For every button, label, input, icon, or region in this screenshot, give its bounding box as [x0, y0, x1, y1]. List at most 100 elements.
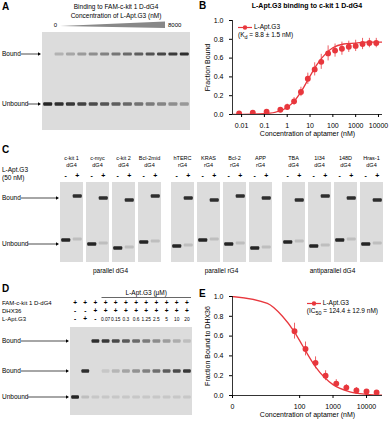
svg-text:TBA: TBA — [288, 155, 299, 161]
svg-text:10: 10 — [306, 122, 314, 129]
svg-text:+: + — [175, 307, 179, 314]
svg-text:20: 20 — [184, 317, 190, 322]
svg-text:0.07: 0.07 — [101, 317, 111, 322]
svg-text:-: - — [117, 172, 120, 179]
svg-text:Bound: Bound — [2, 194, 21, 201]
svg-text:dG4: dG4 — [66, 162, 76, 168]
svg-text:1I34: 1I34 — [314, 155, 325, 161]
svg-text:+: + — [375, 172, 379, 179]
svg-text:KRAS: KRAS — [201, 155, 216, 161]
svg-text:+: + — [165, 299, 169, 306]
svg-text:Bcl-2: Bcl-2 — [228, 155, 241, 161]
svg-text:L-Apt.G3: L-Apt.G3 — [2, 166, 28, 174]
svg-text:-: - — [202, 172, 205, 179]
svg-text:0.4: 0.4 — [214, 352, 224, 359]
svg-text:0.6: 0.6 — [214, 54, 224, 61]
svg-text:100: 100 — [294, 403, 306, 410]
svg-text:D: D — [2, 283, 9, 294]
svg-text:dG4: dG4 — [366, 162, 376, 168]
svg-text:-: - — [176, 172, 179, 179]
svg-text:10000: 10000 — [369, 122, 389, 129]
svg-text:0.15: 0.15 — [111, 317, 121, 322]
svg-text:+: + — [153, 172, 157, 179]
svg-text:FAM-c-kit 1 D-dG4: FAM-c-kit 1 D-dG4 — [2, 300, 52, 306]
svg-text:0.0: 0.0 — [214, 392, 224, 399]
svg-text:+: + — [134, 307, 138, 314]
svg-text:+: + — [144, 299, 148, 306]
svg-text:c-kit 2: c-kit 2 — [116, 155, 131, 161]
svg-text:+: + — [186, 172, 190, 179]
svg-text:10000: 10000 — [357, 403, 377, 410]
svg-text:0.2: 0.2 — [214, 92, 224, 99]
svg-text:parallel rG4: parallel rG4 — [205, 267, 239, 275]
svg-text:DHX36: DHX36 — [2, 308, 22, 314]
svg-text:0.01: 0.01 — [235, 122, 249, 129]
svg-text:hTERC: hTERC — [173, 155, 191, 161]
svg-text:-: - — [65, 172, 68, 179]
svg-text:Concentration of aptamer (nM): Concentration of aptamer (nM) — [260, 411, 355, 419]
svg-text:1.0: 1.0 — [214, 17, 224, 24]
svg-text:+: + — [94, 307, 98, 314]
svg-text:0: 0 — [54, 22, 58, 28]
svg-text:+: + — [185, 307, 189, 314]
svg-text:Fraction Bound to DHX36: Fraction Bound to DHX36 — [204, 306, 211, 386]
svg-text:+: + — [155, 299, 159, 306]
svg-text:+: + — [124, 307, 128, 314]
svg-text:1000: 1000 — [348, 122, 364, 129]
svg-text:dG4: dG4 — [340, 162, 350, 168]
svg-text:dG4: dG4 — [118, 162, 128, 168]
svg-text:1.25: 1.25 — [142, 317, 152, 322]
svg-text:+: + — [165, 307, 169, 314]
svg-text:Unbound: Unbound — [2, 393, 29, 400]
svg-text:-: - — [74, 307, 76, 314]
svg-text:Unbound: Unbound — [2, 240, 29, 247]
svg-text:+: + — [94, 299, 98, 306]
svg-text:+: + — [134, 299, 138, 306]
svg-text:Hras-1: Hras-1 — [363, 155, 380, 161]
svg-text:c-myc: c-myc — [90, 155, 105, 161]
svg-text:1.0: 1.0 — [214, 293, 224, 300]
svg-text:8000: 8000 — [168, 22, 182, 28]
svg-text:+: + — [185, 299, 189, 306]
svg-text:rG4: rG4 — [230, 162, 239, 168]
svg-text:APP: APP — [255, 155, 266, 161]
svg-text:(50 nM): (50 nM) — [2, 174, 24, 182]
svg-text:-: - — [339, 172, 342, 179]
svg-text:+: + — [297, 172, 301, 179]
svg-text:0.6: 0.6 — [133, 317, 140, 322]
svg-text:0.6: 0.6 — [214, 332, 224, 339]
svg-text:2.5: 2.5 — [153, 317, 160, 322]
svg-text:B: B — [199, 0, 206, 11]
svg-text:-: - — [254, 172, 257, 179]
svg-text:Bound: Bound — [2, 367, 21, 374]
svg-text:-: - — [143, 172, 146, 179]
svg-text:148D: 148D — [339, 155, 352, 161]
svg-text:+: + — [104, 299, 108, 306]
svg-text:-: - — [84, 307, 86, 314]
svg-text:dG4: dG4 — [144, 162, 154, 168]
svg-text:+: + — [114, 307, 118, 314]
svg-text:-: - — [228, 172, 231, 179]
svg-text:Bcl-2mid: Bcl-2mid — [139, 155, 160, 161]
svg-text:Bound: Bound — [2, 50, 21, 57]
svg-text:L-Apt.G3: L-Apt.G3 — [2, 316, 27, 322]
svg-text:Bound: Bound — [2, 337, 21, 344]
svg-text:+: + — [83, 315, 87, 322]
svg-text:0.3: 0.3 — [123, 317, 130, 322]
svg-text:0.4: 0.4 — [214, 73, 224, 80]
svg-text:antiparallel dG4: antiparallel dG4 — [310, 267, 356, 275]
svg-text:0.0: 0.0 — [214, 111, 224, 118]
svg-text:rG4: rG4 — [256, 162, 265, 168]
svg-text:-: - — [74, 315, 76, 322]
svg-text:+: + — [175, 299, 179, 306]
svg-text:L-Apt.G3 (μM): L-Apt.G3 (μM) — [126, 289, 167, 297]
svg-text:-: - — [287, 172, 290, 179]
svg-text:0: 0 — [231, 403, 235, 410]
svg-text:+: + — [124, 299, 128, 306]
svg-text:+: + — [127, 172, 131, 179]
svg-text:+: + — [101, 172, 105, 179]
svg-text:-: - — [94, 315, 96, 322]
svg-text:A: A — [2, 1, 9, 12]
svg-text:Concentration of aptamer (nM): Concentration of aptamer (nM) — [260, 130, 355, 138]
svg-text:0.8: 0.8 — [214, 36, 224, 43]
